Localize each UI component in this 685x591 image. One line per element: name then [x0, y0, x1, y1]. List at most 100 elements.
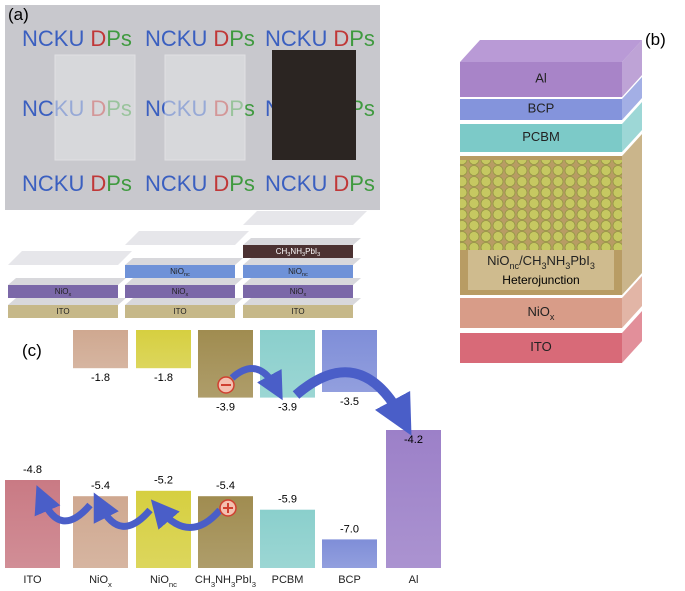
coated-slide — [272, 50, 356, 160]
device-top — [460, 40, 642, 62]
brand-part: Ps — [229, 26, 255, 51]
glass-slide — [54, 54, 136, 161]
level-label: -5.4 — [91, 480, 110, 492]
device-side — [622, 276, 642, 328]
brand-part: D — [213, 26, 229, 51]
text-part: ITO — [56, 307, 69, 316]
text-part: BCP — [338, 574, 361, 586]
subscript: 3 — [231, 580, 235, 589]
brand-part: D — [213, 171, 229, 196]
text-part: NH — [215, 574, 231, 586]
level-label: -1.8 — [91, 372, 110, 384]
brand-part: Ps — [349, 171, 375, 196]
device-layer — [460, 333, 622, 363]
film-layer — [243, 265, 353, 278]
brand-part: NCKU — [145, 171, 207, 196]
text-part: /CH — [519, 253, 541, 268]
homo-box — [322, 539, 377, 568]
substrate-top — [125, 231, 249, 245]
arrow — [150, 499, 223, 531]
layer-top — [243, 278, 361, 285]
brand-part: NCKU — [145, 26, 207, 51]
subscript: nc — [509, 261, 519, 271]
level-label: -1.8 — [154, 372, 173, 384]
film-layer — [243, 285, 353, 298]
homo-box — [260, 509, 315, 568]
subscript: 3 — [317, 252, 320, 258]
brand-part: NCKU — [22, 171, 84, 196]
device-side — [622, 102, 642, 152]
subscript: 3 — [302, 252, 305, 258]
layer-label: ITO — [56, 307, 69, 316]
layer-top — [243, 298, 361, 305]
subscript: nc — [302, 272, 308, 278]
device-side — [622, 311, 642, 363]
brand-part: NCKU — [265, 26, 327, 51]
nanoparticles — [460, 160, 622, 250]
material-label: ITO — [23, 574, 42, 586]
level-label: -5.2 — [154, 475, 173, 487]
text-part: ITO — [173, 307, 186, 316]
brand-part: D — [90, 171, 106, 196]
text-part: NiO — [288, 267, 302, 276]
brand-part: NCKU — [22, 26, 84, 51]
device-side — [622, 134, 642, 295]
layer-label: CH3NH3PbI3 — [276, 247, 321, 258]
text-part: CH — [276, 247, 288, 256]
subscript: 3 — [252, 580, 256, 589]
brand-part: Ps — [349, 26, 375, 51]
panel-label: (b) — [645, 30, 666, 49]
film-layer — [243, 245, 353, 258]
brand-part: D — [333, 26, 349, 51]
device-side — [622, 77, 642, 120]
material-label: PCBM — [272, 574, 304, 586]
layer-top — [8, 278, 126, 285]
level-label: -4.8 — [23, 464, 42, 476]
brand-part: Ps — [106, 26, 132, 51]
material-label: Al — [409, 574, 419, 586]
device-side — [622, 40, 642, 97]
text-part: Al — [409, 574, 419, 586]
layer-top — [243, 238, 361, 245]
text-part: NiO — [89, 574, 108, 586]
layer-top — [125, 298, 243, 305]
device-layer — [460, 124, 622, 152]
level-label: -3.5 — [340, 396, 359, 408]
lumo-box — [73, 330, 128, 369]
text-part: PbI — [235, 574, 252, 586]
glass-slide — [164, 54, 246, 161]
label-bg — [468, 250, 614, 290]
substrate-top — [243, 211, 367, 225]
brand-part: D — [90, 26, 106, 51]
text-part: BCP — [528, 101, 555, 116]
level-label: -3.9 — [278, 402, 297, 414]
electrode-box — [386, 430, 441, 568]
text-part: PCBM — [522, 129, 560, 144]
subscript: nc — [184, 272, 190, 278]
device-label: Heterojunction — [502, 273, 579, 287]
material-label: NiOnc — [150, 574, 177, 589]
text-part: CH — [195, 574, 211, 586]
text-part: NiO — [172, 287, 186, 296]
lumo-box — [136, 330, 191, 369]
device-layer — [460, 298, 622, 328]
layer-label: ITO — [173, 307, 186, 316]
brand-part: Ps — [106, 171, 132, 196]
device-label: Al — [535, 71, 547, 86]
arrow — [93, 492, 153, 530]
film-layer — [125, 265, 235, 278]
subscript: 3 — [565, 261, 570, 271]
text-part: Al — [535, 71, 547, 86]
level-label: -3.9 — [216, 402, 235, 414]
layer-label: NiOx — [172, 287, 189, 298]
film-layer — [125, 305, 235, 318]
brand-part: Ps — [229, 171, 255, 196]
subscript: 3 — [287, 252, 290, 258]
subscript: x — [68, 292, 71, 298]
text-part: PbI — [305, 247, 317, 256]
level-label: -4.2 — [404, 434, 423, 446]
text-part: PCBM — [272, 574, 304, 586]
